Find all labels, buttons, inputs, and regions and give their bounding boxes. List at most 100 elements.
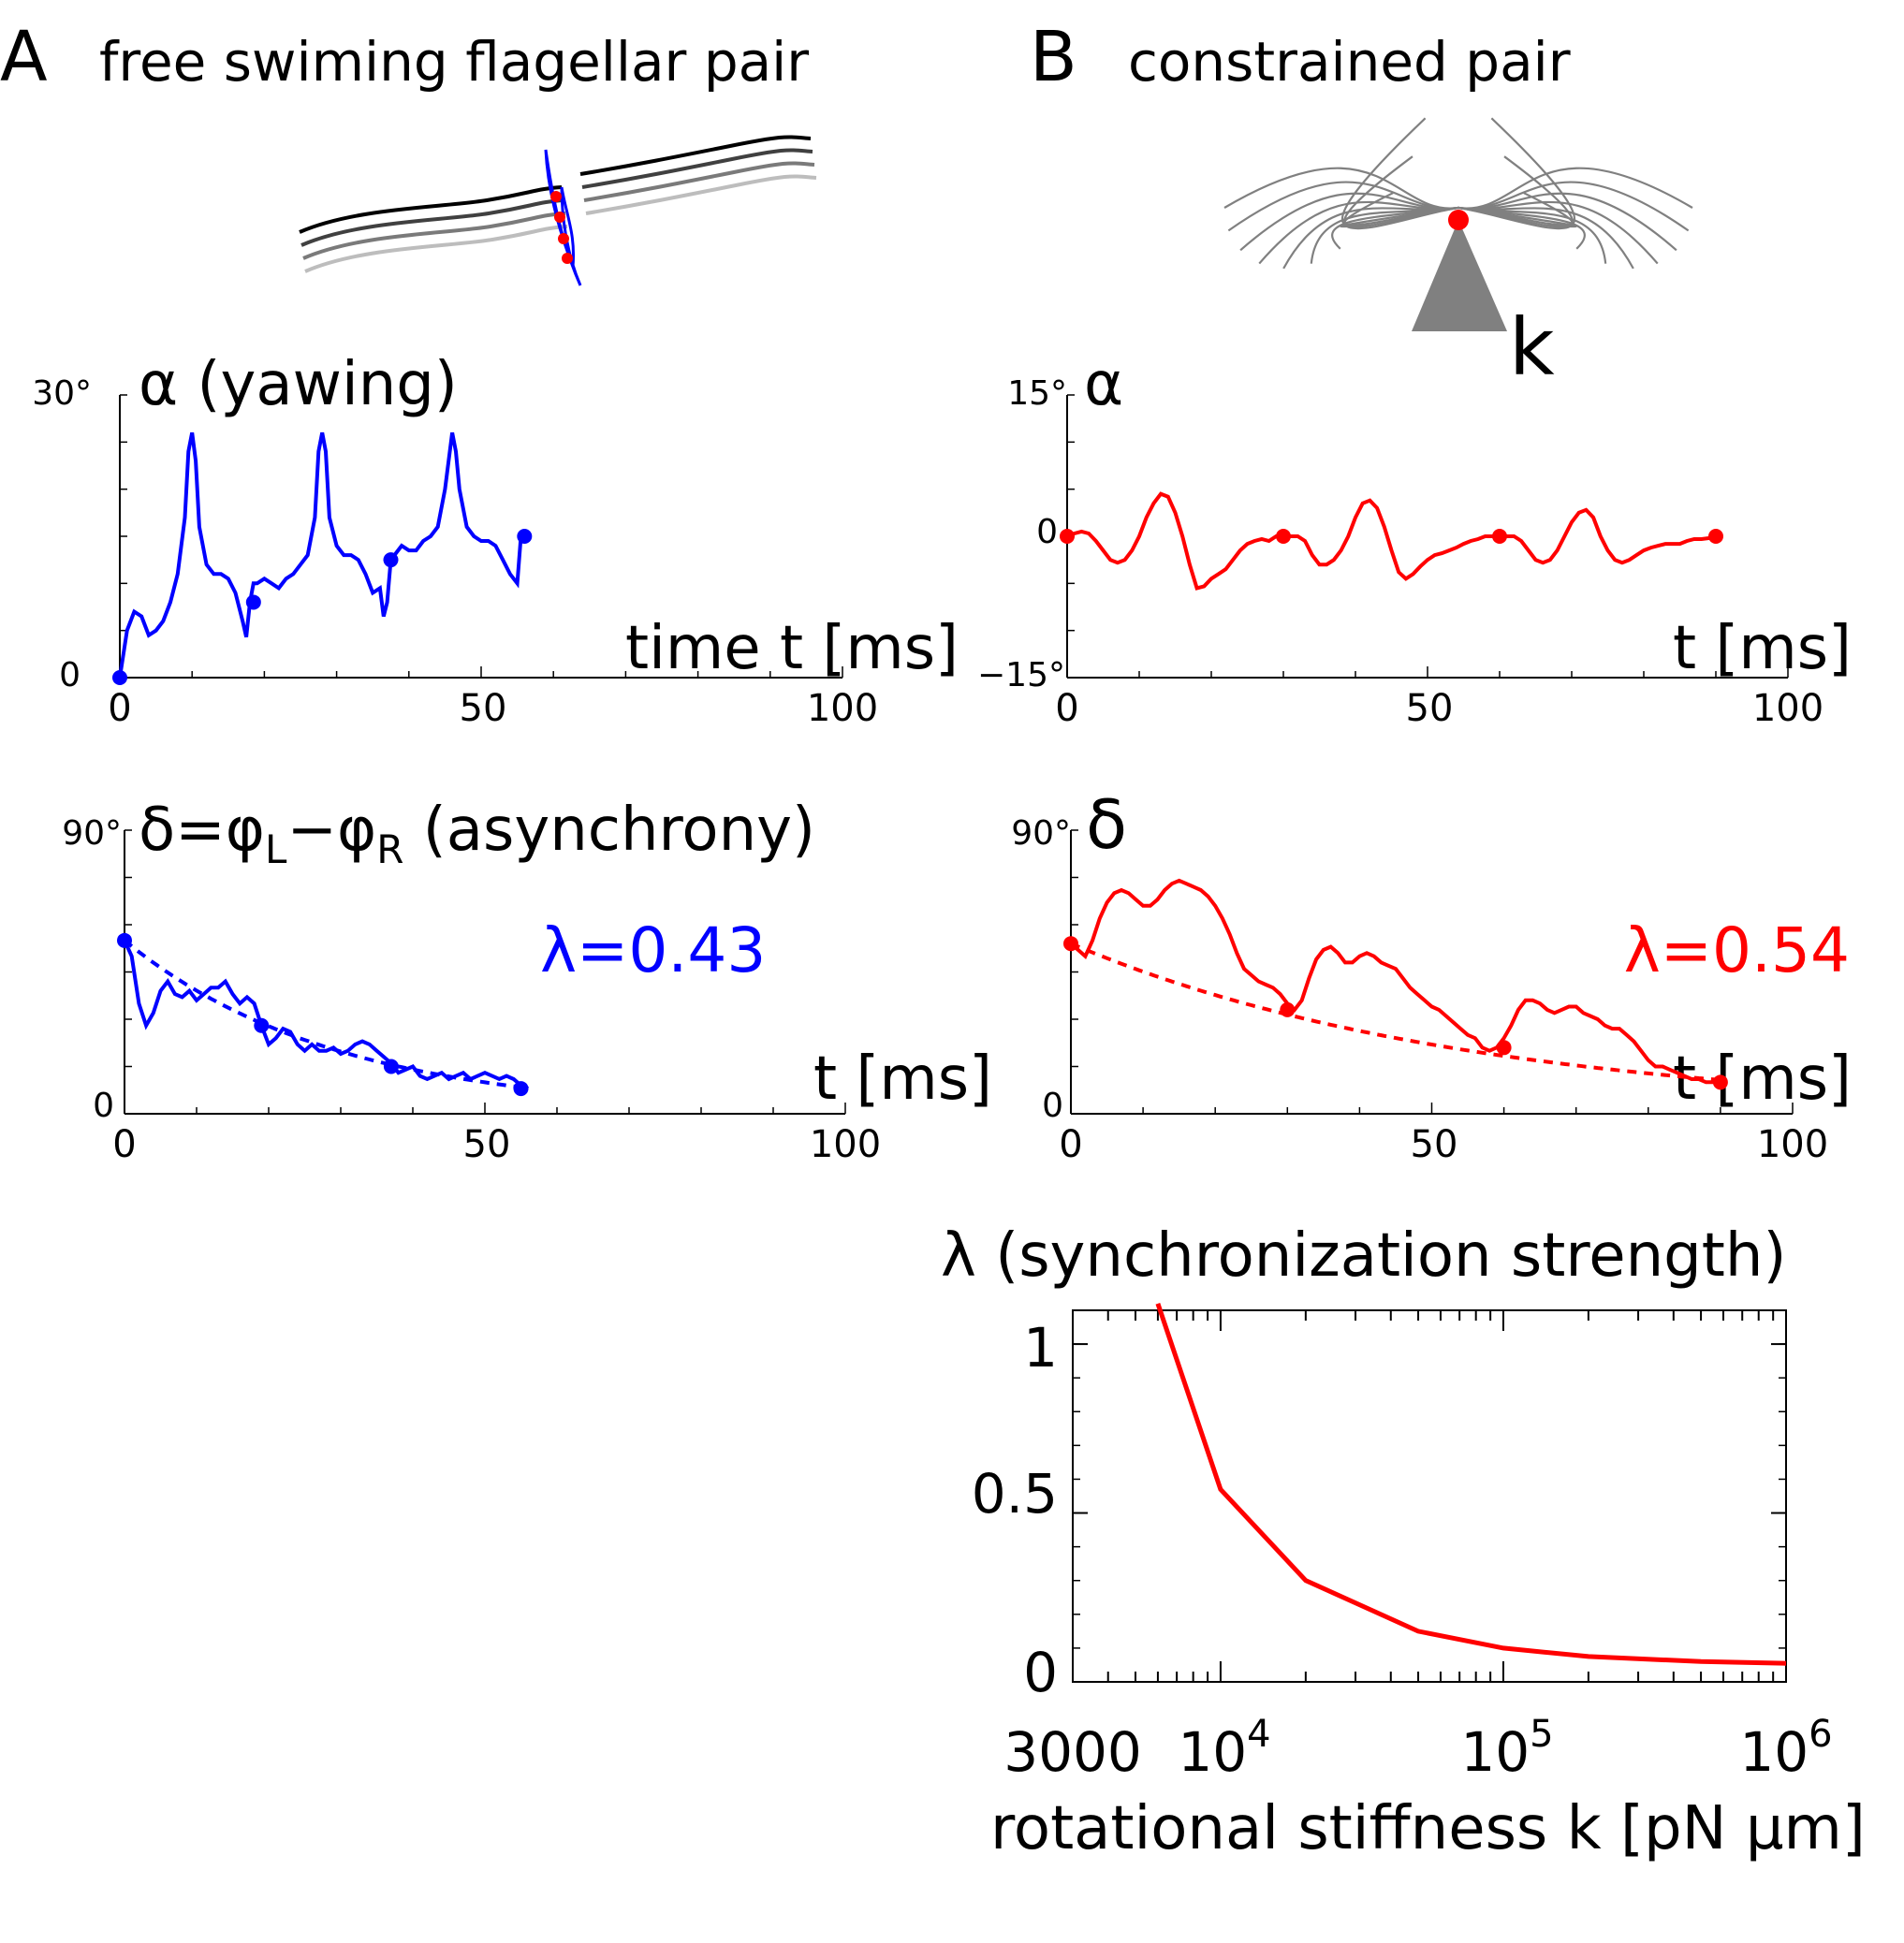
chart-a-alpha-series — [118, 431, 525, 679]
chart-b-alpha: α t [ms] −15° 0 15° 0 50 100 — [977, 350, 1852, 730]
swimmer-marker — [558, 233, 569, 244]
chart-b-alpha-xlabel: t [ms] — [1673, 614, 1852, 683]
chart-b-delta-series — [1069, 878, 1721, 1085]
spring-stiffness-label: k — [1509, 301, 1555, 393]
data-marker — [383, 552, 399, 568]
tick-exp: 6 — [1809, 1713, 1832, 1756]
swimmer-marker — [550, 191, 562, 202]
tick-base: 10 — [1739, 1720, 1809, 1784]
data-marker — [383, 1059, 399, 1074]
chart-b-delta-ytick-0: 0 — [1042, 1087, 1063, 1125]
chart-b-alpha-series — [1066, 491, 1717, 591]
data-marker — [245, 594, 261, 610]
tick-base: 10 — [1460, 1720, 1530, 1784]
chart-lambda-xtick-1e6: 106 — [1739, 1713, 1832, 1784]
chart-a-alpha-xlabel: time t [ms] — [625, 614, 959, 683]
panel-a-title: free swiming flagellar pair — [99, 30, 809, 94]
chart-b-delta-lambda: λ=0.54 — [1624, 914, 1850, 986]
chart-a-alpha-axes — [119, 394, 843, 679]
plot-frame — [1072, 1309, 1787, 1683]
chart-a-delta-title: δ=φL−φR (asynchrony) — [139, 796, 815, 872]
chart-b-delta-xtick-50: 50 — [1411, 1123, 1458, 1166]
swimmer-flagellum-stroke — [300, 148, 813, 247]
chart-a-delta-xlabel: t [ms] — [813, 1045, 992, 1114]
chart-b-alpha-ytick-15: 15° — [1007, 374, 1067, 413]
data-marker — [1063, 936, 1078, 952]
data-marker — [1708, 529, 1723, 544]
chart-lambda-ytick-0: 0 — [1023, 1641, 1058, 1704]
chart-b-delta-title: δ — [1086, 785, 1127, 864]
data-marker — [1280, 1001, 1296, 1017]
swimmer-flagellum-stroke — [302, 161, 815, 260]
title-part: δ=φ — [139, 796, 265, 865]
panel-b-letter: B — [1030, 17, 1077, 97]
swimmer-sketch — [299, 135, 817, 286]
flagellum-beat-stroke — [1457, 167, 1693, 210]
chart-a-alpha-xtick-100: 100 — [807, 687, 878, 730]
chart-b-alpha-xtick-50: 50 — [1406, 687, 1454, 730]
chart-a-delta-ytick-90: 90° — [62, 814, 122, 853]
flagellum-beat-stroke — [1340, 117, 1459, 230]
constrained-pair-sketch: k — [1223, 117, 1693, 393]
swimmer-marker — [554, 212, 565, 223]
title-sub-r: R — [376, 826, 403, 872]
data-marker — [117, 932, 132, 948]
panel-b-title: constrained pair — [1128, 30, 1571, 94]
chart-b-delta-axes — [1070, 829, 1794, 1115]
chart-lambda-title: λ (synchronization strength) — [941, 1221, 1786, 1291]
chart-lambda-ytick-05: 0.5 — [972, 1462, 1058, 1526]
swimmer-flagellum-stroke — [299, 135, 812, 234]
chart-a-alpha: α (yawing) time t [ms] 0 30° 0 50 100 — [32, 350, 959, 730]
data-marker — [1276, 529, 1291, 544]
chart-b-delta-xtick-0: 0 — [1059, 1123, 1082, 1166]
chart-a-alpha-ytick-0: 0 — [59, 656, 81, 694]
chart-b-alpha-title: α — [1084, 350, 1123, 419]
chart-a-delta-series — [123, 939, 530, 1090]
flagella-beat-strokes — [1223, 117, 1693, 270]
chart-b-alpha-ytick-neg15: −15° — [977, 656, 1065, 694]
chart-lambda-axes — [1072, 1309, 1787, 1683]
swimmer-marker — [562, 253, 573, 264]
chart-a-delta-xtick-0: 0 — [112, 1123, 136, 1166]
chart-lambda-xtick-1e5: 105 — [1460, 1713, 1553, 1784]
chart-a-delta-xtick-50: 50 — [463, 1123, 511, 1166]
data-marker — [1492, 529, 1507, 544]
chart-b-alpha-ytick-0: 0 — [1036, 513, 1058, 551]
chart-lambda-xlabel: rotational stiffness k [pN μm] — [990, 1794, 1866, 1863]
data-marker — [517, 529, 533, 544]
data-marker — [254, 1017, 270, 1033]
title-part: (asynchrony) — [403, 796, 815, 865]
data-marker — [1496, 1040, 1512, 1056]
chart-lambda-xtick-1e4: 104 — [1178, 1713, 1270, 1784]
chart-a-alpha-xtick-0: 0 — [108, 687, 131, 730]
chart-a-delta-fit — [123, 939, 529, 1090]
chart-a-delta-axes — [124, 829, 846, 1115]
data-marker — [112, 670, 127, 685]
chart-a-delta-markers — [117, 932, 529, 1097]
chart-a-delta: δ=φL−φR (asynchrony) λ=0.43 t [ms] 0 90°… — [62, 796, 992, 1166]
pivot-point — [1448, 210, 1469, 230]
chart-b-delta-xtick-100: 100 — [1757, 1123, 1828, 1166]
chart-b-alpha-xtick-0: 0 — [1055, 687, 1078, 730]
data-marker — [1060, 529, 1075, 544]
tick-exp: 4 — [1247, 1713, 1270, 1756]
pivot-triangle — [1412, 220, 1507, 331]
chart-a-alpha-title: α (yawing) — [139, 350, 458, 419]
chart-a-alpha-markers — [112, 529, 533, 685]
flagellum-beat-stroke — [1223, 167, 1459, 210]
data-marker — [1712, 1074, 1728, 1090]
chart-a-alpha-ytick-30: 30° — [32, 374, 92, 413]
chart-b-alpha-markers — [1060, 529, 1723, 544]
chart-lambda-series — [1155, 1303, 1787, 1666]
chart-lambda: λ (synchronization strength) rotational … — [941, 1221, 1866, 1863]
flagellum-beat-stroke — [1457, 117, 1576, 230]
chart-b-delta-markers — [1063, 936, 1728, 1090]
data-marker — [513, 1081, 529, 1097]
chart-lambda-xtick-3000: 3000 — [1003, 1720, 1142, 1784]
title-part: −φ — [286, 796, 376, 865]
chart-a-delta-xtick-100: 100 — [810, 1123, 881, 1166]
tick-base: 10 — [1178, 1720, 1247, 1784]
chart-b-delta-ytick-90: 90° — [1011, 814, 1071, 853]
chart-b-delta: δ λ=0.54 t [ms] 0 90° 0 50 100 — [1011, 785, 1852, 1166]
title-sub-l: L — [265, 826, 287, 872]
